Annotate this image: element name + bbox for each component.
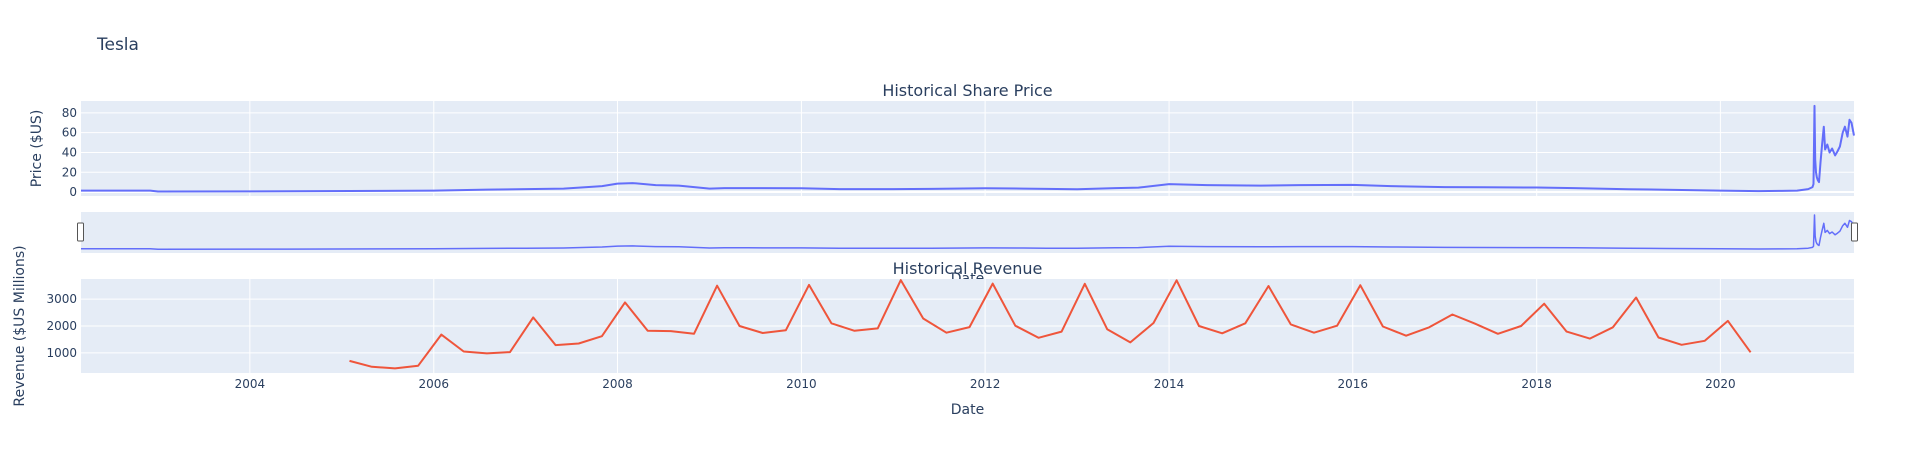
range-slider-background[interactable]	[81, 212, 1854, 253]
revenue-chart-title: Historical Revenue	[893, 259, 1043, 278]
revenue-gridlines	[81, 279, 1854, 373]
revenue-x-tick-label: 2010	[786, 377, 817, 391]
revenue-x-tick-label: 2012	[970, 377, 1001, 391]
price-y-tick-label: 20	[62, 165, 77, 179]
revenue-x-tick-label: 2018	[1521, 377, 1552, 391]
price-plot-area[interactable]	[81, 101, 1854, 196]
range-slider-right-handle[interactable]	[1851, 222, 1858, 242]
price-y-tick-labels: 0 20 40 60 80	[62, 106, 77, 199]
price-y-axis-label: Price ($US)	[29, 110, 45, 188]
price-y-tick-label: 60	[62, 126, 77, 140]
figure-title: Tesla	[96, 35, 139, 55]
range-slider-preview	[81, 214, 1855, 250]
revenue-y-axis-label: Revenue ($US Millions)	[12, 245, 28, 406]
revenue-x-axis-label: Date	[951, 402, 984, 418]
revenue-x-tick-label: 2014	[1154, 377, 1185, 391]
price-y-tick-label: 0	[69, 185, 77, 199]
revenue-x-tick-label: 2004	[235, 377, 266, 391]
revenue-x-tick-label: 2020	[1705, 377, 1736, 391]
range-slider-left-handle[interactable]	[77, 222, 84, 242]
revenue-y-tick-label: 1000	[46, 346, 77, 360]
price-subplot: 0 20 40 60 80 Historical Share Price Price (…	[29, 81, 1855, 199]
revenue-y-tick-labels: 1000 2000 3000	[46, 292, 77, 360]
revenue-x-tick-label: 2006	[419, 377, 450, 391]
price-gridlines	[81, 101, 1854, 196]
range-slider-price-line	[81, 214, 1855, 250]
revenue-subplot: 1000 2000 3000 2004 2006 2008 2010 2012 2014 201…	[12, 245, 1854, 418]
range-slider[interactable]: Date	[77, 212, 1858, 287]
price-chart-title: Historical Share Price	[882, 81, 1052, 100]
revenue-x-tick-label: 2016	[1337, 377, 1368, 391]
revenue-x-tick-label: 2008	[602, 377, 633, 391]
revenue-line	[349, 279, 1752, 370]
price-y-tick-label: 40	[62, 145, 77, 159]
revenue-y-tick-label: 3000	[46, 292, 77, 306]
revenue-y-tick-label: 2000	[46, 319, 77, 333]
revenue-x-tick-labels: 2004 2006 2008 2010 2012 2014 2016 2018 2020	[235, 377, 1736, 391]
price-series	[81, 104, 1855, 193]
price-line	[81, 104, 1855, 193]
revenue-series	[349, 279, 1752, 370]
price-y-tick-label: 80	[62, 106, 77, 120]
